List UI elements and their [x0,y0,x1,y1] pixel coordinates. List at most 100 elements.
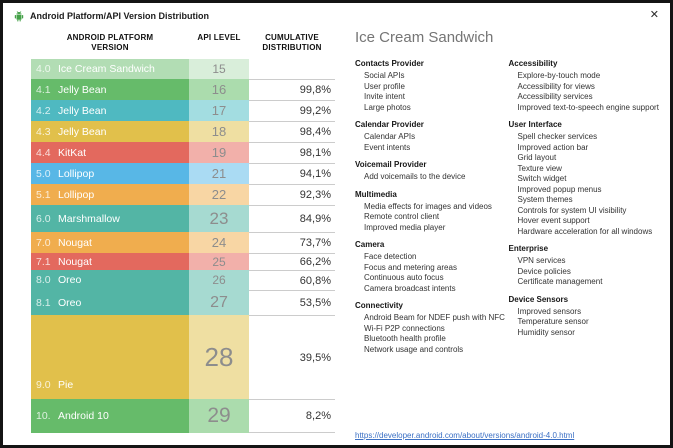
cumulative-cell: 66,2% [249,253,335,270]
cumulative-cell: 98,4% [249,121,335,142]
api-level-cell: 18 [189,121,249,142]
version-cell: 4.1 Jelly Bean [31,79,189,100]
android-logo-icon [13,10,25,22]
version-name: Oreo [58,274,82,286]
header-android-platform-version: ANDROID PLATFORM VERSION [66,33,154,52]
feature-section-heading: Calendar Provider [355,120,424,129]
version-cell: 4.4 KitKat [31,142,189,163]
version-cell: 4.2 Jelly Bean [31,100,189,121]
window-title: Android Platform/API Version Distributio… [30,10,210,21]
feature-item: Social APIs [364,71,405,80]
feature-item: Large photos [364,102,411,112]
version-cell: 9.0 Pie [31,315,189,399]
feature-item: Texture view [517,163,562,173]
features-left: Contacts Provider Social APIs User profile… [355,59,509,362]
feature-section-heading: Enterprise [508,244,549,253]
version-name: Ice Cream Sandwich [58,63,155,75]
version-cell: 8.1 Oreo [31,290,189,315]
api-level-cell: 17 [189,100,249,121]
cumulative-cell [249,59,335,79]
version-cell: 8.0 Oreo [31,270,189,290]
developer-link[interactable]: https://developer.android.com/about/vers… [355,431,575,440]
feature-item: Continuous auto focus [364,273,444,282]
feature-section: Accessibility Explore-by-touch mode Access… [509,59,659,113]
table-row[interactable]: 4.4 KitKat 19 98,1% [31,142,335,163]
api-level-cell: 21 [189,163,249,184]
table-row[interactable]: 7.1 Nougat 25 66,2% [31,253,335,270]
version-table-body: 4.0 Ice Cream Sandwich 15 4.1 Jelly Bean 16 99… [31,59,335,433]
version-cell: 5.1 Lollipop [31,184,189,205]
feature-section-heading: Multimedia [355,189,397,199]
table-row[interactable]: 7.0 Nougat 24 73,7% [31,232,335,253]
cumulative-cell: 98,1% [249,142,335,163]
feature-item: Calendar APIs [364,132,416,141]
feature-item: Improved text-to-speech engine support [517,102,659,112]
table-row[interactable]: 5.0 Lollipop 21 94,1% [31,163,335,184]
close-button[interactable]: ✕ [649,9,659,21]
version-number: 8.1 [36,296,51,309]
table-row[interactable]: 4.3 Jelly Bean 18 98,4% [31,121,335,142]
version-table: ANDROID PLATFORM VERSION API LEVEL CUMUL… [31,33,335,433]
table-header: ANDROID PLATFORM VERSION API LEVEL CUMUL… [31,33,335,57]
api-level-cell: 27 [189,290,249,315]
table-row[interactable]: 8.1 Oreo 27 53,5% [31,290,335,315]
feature-item: Camera broadcast intents [364,283,456,293]
version-name: Jelly Bean [58,104,107,117]
feature-section-heading: Voicemail Provider [355,160,427,169]
version-name: Jelly Bean [58,83,107,96]
table-row[interactable]: 10. Android 10 29 8,2% [31,399,335,433]
version-name: KitKat [58,146,87,159]
feature-section: Connectivity Android Beam for NDEF push w… [355,301,505,355]
version-name: Nougat [58,236,92,249]
feature-section: Camera Face detection Focus and metering a… [355,240,503,294]
cumulative-cell: 92,3% [249,184,335,205]
feature-item: Controls for system UI visibility [517,205,627,215]
feature-section: Enterprise VPN services Device policies Cer… [509,244,657,288]
feature-item: Improved media player [364,222,446,232]
version-cell: 4.3 Jelly Bean [31,121,189,142]
version-number: 4.3 [36,125,51,138]
version-cell: 4.0 Ice Cream Sandwich [31,59,189,79]
api-level-cell: 28 [189,315,249,399]
feature-section-heading: Camera [355,240,385,249]
api-level-cell: 16 [189,79,249,100]
feature-section: User Interface Spell checker services Impr… [509,120,657,237]
feature-item: Media effects for images and videos [364,201,492,211]
feature-item: Focus and metering areas [364,262,457,272]
cumulative-cell: 73,7% [249,232,335,253]
panel-title: Ice Cream Sandwich [355,29,494,46]
table-row[interactable]: 6.0 Marshmallow 23 84,9% [31,205,335,232]
table-row[interactable]: 4.2 Jelly Bean 17 99,2% [31,100,335,121]
version-name: Oreo [58,296,82,309]
version-number: 10. [36,410,51,422]
feature-item: VPN services [517,256,566,265]
feature-item: User profile [364,81,405,91]
feature-item: Temperature sensor [517,317,589,326]
feature-section-heading: User Interface [508,120,562,129]
table-row[interactable]: 4.1 Jelly Bean 16 99,8% [31,79,335,100]
table-row[interactable]: 8.0 Oreo 26 60,8% [31,270,335,290]
table-row[interactable]: 4.0 Ice Cream Sandwich 15 [31,59,335,79]
feature-item: Remote control client [364,212,440,221]
feature-item: Add voicemails to the device [364,172,466,181]
feature-item: Network usage and controls [364,344,464,354]
feature-section-heading: Contacts Provider [355,59,424,68]
features-right: Accessibility Explore-by-touch mode Access… [509,59,663,362]
version-name: Pie [58,379,74,391]
feature-item: Grid layout [517,153,557,162]
version-number: 9.0 [36,379,51,391]
cumulative-cell: 39,5% [249,315,335,399]
feature-section: Voicemail Provider Add voicemails to the … [355,160,503,183]
api-level-cell: 15 [189,59,249,79]
feature-section-heading: Device Sensors [508,294,569,304]
feature-item: Device policies [517,266,571,276]
feature-item: Accessibility services [517,92,593,101]
feature-item: Android Beam for NDEF push with NFC [364,313,505,322]
feature-item: Wi-Fi P2P connections [364,323,445,333]
api-level-cell: 29 [189,399,249,433]
table-row[interactable]: 5.1 Lollipop 22 92,3% [31,184,335,205]
table-row[interactable]: 9.0 Pie 28 39,5% [31,315,335,399]
feature-section: Calendar Provider Calendar APIs Event inte… [355,120,503,153]
cumulative-cell: 8,2% [249,399,335,433]
feature-item: Explore-by-touch mode [517,71,601,80]
